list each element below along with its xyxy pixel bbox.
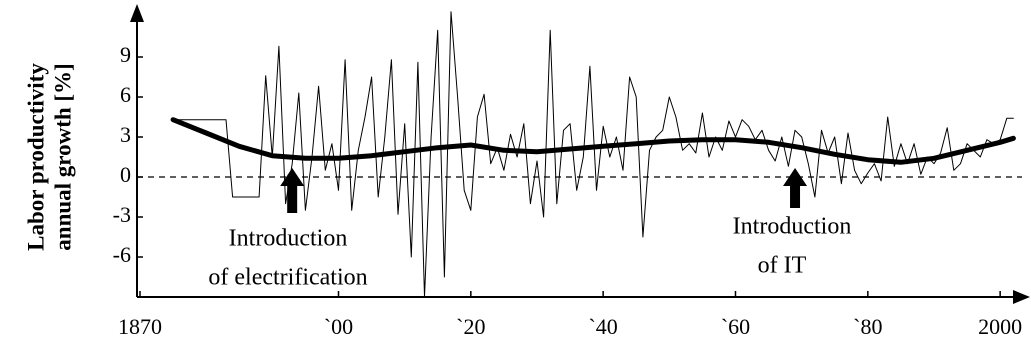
x-tick-label: `80 — [853, 314, 882, 339]
x-tick-label: 2000 — [978, 314, 1022, 339]
y-tick-label: -6 — [113, 242, 131, 267]
annotation-text: Introduction — [733, 214, 852, 240]
annotation-box — [168, 220, 408, 298]
x-axis-arrow — [1013, 290, 1030, 304]
y-tick-label: -3 — [113, 202, 131, 227]
annotation-arrow — [783, 168, 808, 213]
y-tick-label: 3 — [120, 122, 131, 147]
y-tick-label: 6 — [120, 82, 131, 107]
annotation-arrow — [280, 168, 305, 213]
y-tick-label: 9 — [120, 42, 131, 67]
x-tick-label: `60 — [721, 314, 750, 339]
annotation-text: of IT — [758, 253, 807, 279]
y-axis-arrow — [130, 4, 144, 22]
y-axis-label: annual growth [%] — [50, 63, 75, 250]
annotation-text: Introduction — [229, 226, 348, 252]
annotation-text: of electrification — [208, 265, 367, 291]
trend-line — [170, 117, 1016, 165]
annual-line — [172, 11, 1014, 298]
annotation-box — [697, 208, 887, 286]
x-tick-label: `40 — [588, 314, 617, 339]
x-tick-label: `00 — [324, 314, 353, 339]
y-tick-label: 0 — [120, 162, 131, 187]
x-tick-label: `20 — [456, 314, 485, 339]
y-axis-label: Labor productivity — [23, 63, 48, 251]
x-tick-label: 1870 — [118, 314, 162, 339]
